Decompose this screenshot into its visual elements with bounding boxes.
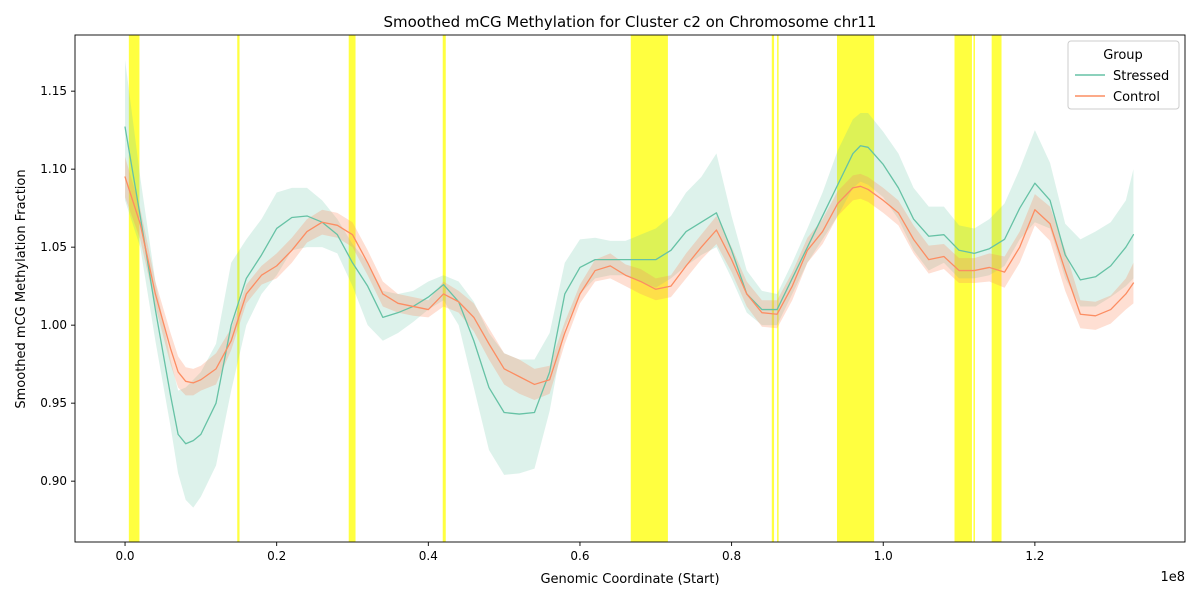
band-control — [125, 156, 1134, 401]
highlight-region-2 — [348, 35, 356, 542]
x-tick-label: 0.2 — [267, 549, 286, 563]
highlight-region-10 — [991, 35, 1002, 542]
series-line-stressed — [124, 126, 1135, 445]
band-stressed — [125, 59, 1134, 508]
highlight-region-5 — [771, 35, 775, 542]
y-axis: 0.90 0.95 1.00 1.05 1.10 1.15 — [40, 84, 75, 488]
legend-title: Group — [1103, 48, 1143, 63]
y-tick-label: 0.90 — [40, 474, 67, 488]
legend-box — [1067, 40, 1180, 110]
highlight-region-0 — [128, 35, 140, 542]
y-tick-label: 1.05 — [40, 240, 67, 254]
highlight-region-8 — [954, 35, 972, 542]
plot-frame — [74, 34, 1186, 543]
x-tick-label: 1.0 — [874, 549, 893, 563]
x-axis: 0.0 0.2 0.4 0.6 0.8 1.0 1.2 — [115, 542, 1044, 563]
x-tick-label: 1.2 — [1025, 549, 1044, 563]
x-axis-label: Genomic Coordinate (Start) — [540, 572, 719, 587]
y-tick-label: 1.00 — [40, 318, 67, 332]
legend-label-stressed: Stressed — [1113, 69, 1169, 84]
x-axis-offset-label: 1e8 — [1160, 570, 1185, 585]
confidence-bands — [125, 59, 1134, 508]
highlight-region-7 — [836, 35, 875, 542]
chart-title: Smoothed mCG Methylation for Cluster c2 … — [384, 13, 877, 31]
highlight-region-3 — [442, 35, 446, 542]
series-line-control — [124, 176, 1135, 386]
x-tick-label: 0.8 — [722, 549, 741, 563]
y-tick-label: 0.95 — [40, 396, 67, 410]
y-axis-label: Smoothed mCG Methylation Fraction — [14, 169, 29, 408]
x-tick-label: 0.6 — [570, 549, 589, 563]
legend-label-control: Control — [1113, 90, 1160, 105]
y-tick-label: 1.15 — [40, 84, 67, 98]
legend: Group Stressed Control — [1067, 40, 1180, 110]
highlight-region-9 — [973, 35, 975, 542]
highlight-region-1 — [237, 35, 240, 542]
x-tick-label: 0.0 — [115, 549, 134, 563]
highlight-regions — [128, 35, 1002, 542]
highlight-region-6 — [777, 35, 779, 542]
plot-area — [124, 35, 1135, 542]
series-lines — [124, 126, 1135, 445]
y-tick-label: 1.10 — [40, 162, 67, 176]
legend-entries: Stressed Control — [1075, 69, 1169, 105]
x-tick-label: 0.4 — [419, 549, 438, 563]
